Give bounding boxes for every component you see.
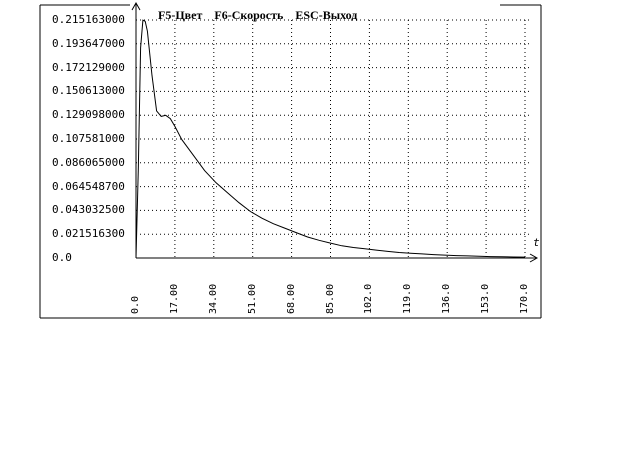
x-tick-label: 17.00 <box>168 283 180 314</box>
hotkey-bar: F5-Цвет F6-Скорость ESC-Выход <box>158 8 357 23</box>
y-tick-label: 0.043032500 <box>52 203 125 217</box>
y-tick-label: 0.172129000 <box>52 60 125 74</box>
x-tick-label: 170.0 <box>519 283 530 314</box>
y-tick-label: 0.150613000 <box>52 84 125 98</box>
y-tick-label: 0.064548700 <box>52 179 125 193</box>
color-hotkey[interactable]: F5-Цвет <box>158 8 203 22</box>
x-tick-label: 153.0 <box>480 283 492 314</box>
x-tick-label: 51.00 <box>246 283 258 314</box>
y-tick-label: 0.215163000 <box>52 13 125 26</box>
y-tick-label: 0.021516300 <box>52 227 125 241</box>
series-line <box>135 19 526 259</box>
y-tick-label: 0.086065000 <box>52 155 125 169</box>
y-tick-label: 0.0 <box>52 251 72 264</box>
exit-hotkey[interactable]: ESC-Выход <box>295 8 358 22</box>
x-tick-label: 119.0 <box>402 283 414 314</box>
x-tick-label: 0.0 <box>130 295 141 314</box>
x-tick-label: 68.00 <box>285 283 297 314</box>
x-tick-label: 102.0 <box>363 283 375 314</box>
x-tick-label: 34.00 <box>207 283 219 314</box>
x-axis-arrow <box>529 253 539 263</box>
y-axis-arrow <box>131 1 141 11</box>
y-tick-label: 0.107581000 <box>52 132 125 145</box>
x-axis-label: t <box>533 236 540 249</box>
y-tick-label: 0.129098000 <box>52 108 125 122</box>
x-tick-label: 136.0 <box>441 283 453 314</box>
x-tick-label: 85.00 <box>324 283 336 314</box>
speed-hotkey[interactable]: F6-Скорость <box>214 8 284 22</box>
y-tick-label: 0.193647000 <box>52 36 125 50</box>
